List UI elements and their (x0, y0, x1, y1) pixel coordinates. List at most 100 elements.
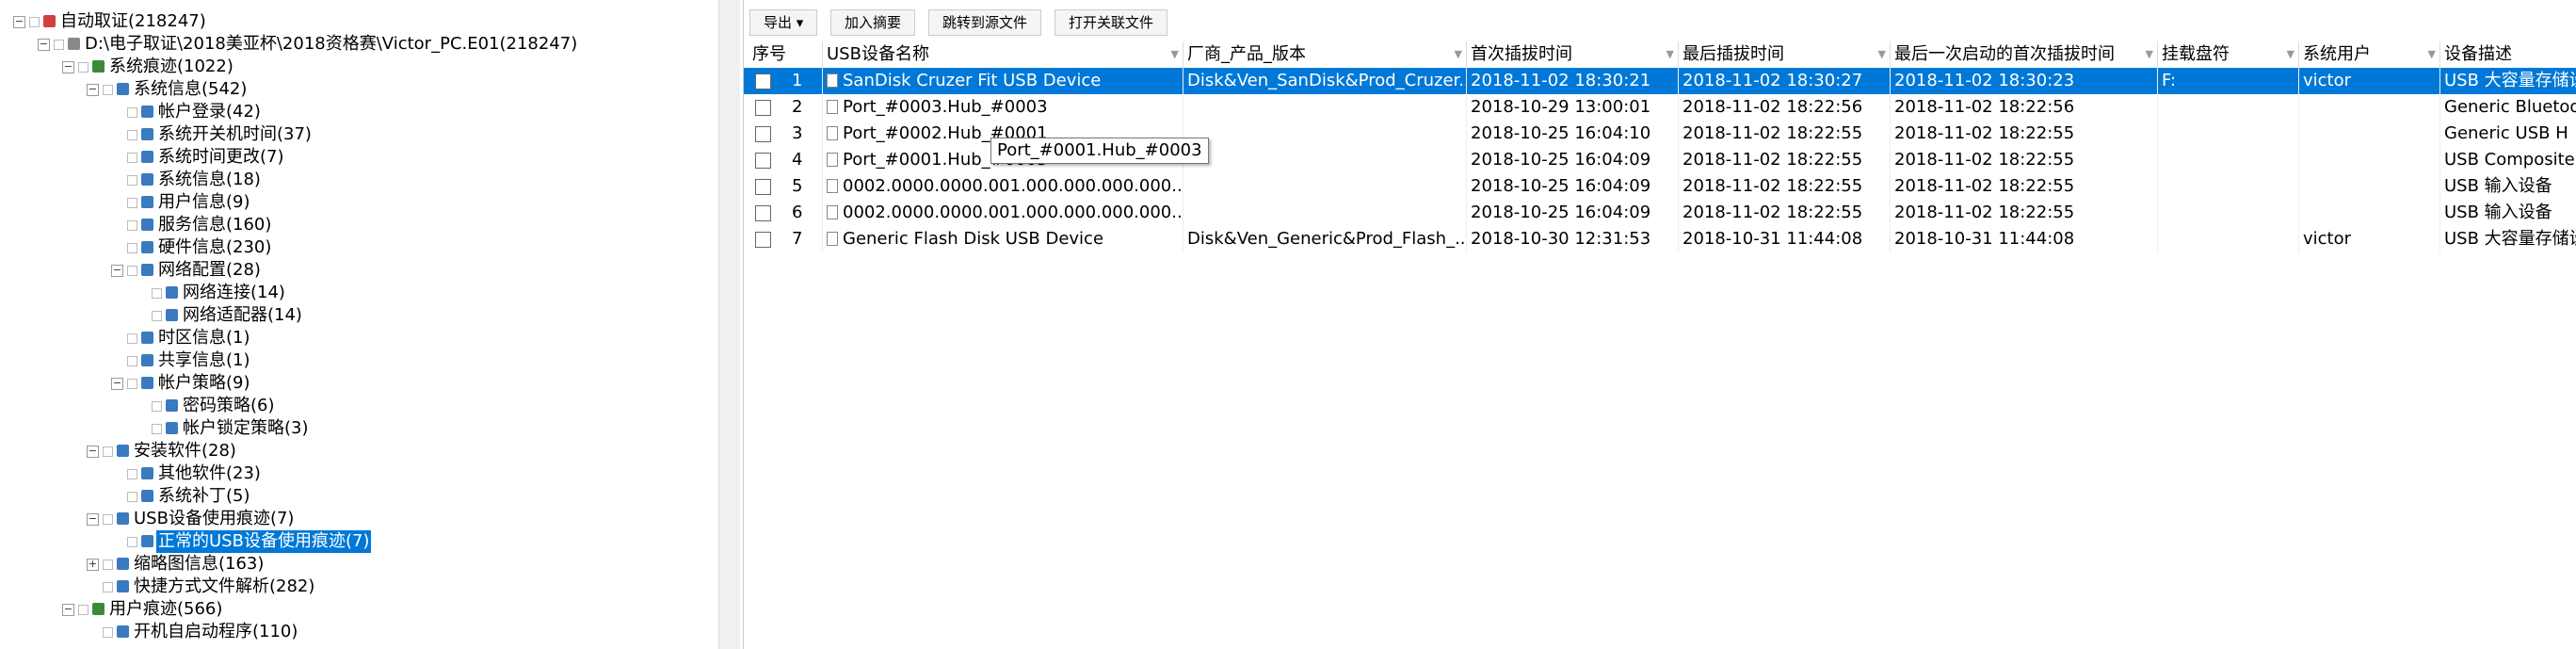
node-label[interactable]: 系统信息(542) (134, 79, 248, 99)
tree-node[interactable]: − D:\电子取证\2018美亚杯\2018资格赛\Victor_PC.E01(2… (0, 33, 718, 56)
tree-node[interactable]: − 网络配置(28) (0, 259, 718, 282)
node-label[interactable]: 服务信息(160) (158, 215, 272, 235)
node-label[interactable]: 共享信息(1) (158, 350, 250, 370)
node-label[interactable]: 硬件信息(230) (158, 237, 272, 257)
checkbox[interactable] (152, 288, 162, 299)
tree-node[interactable]: 时区信息(1) (0, 327, 718, 349)
node-label[interactable]: 正常的USB设备使用痕迹(7) (156, 530, 372, 553)
checkbox[interactable] (78, 62, 89, 73)
node-label[interactable]: 自动取证(218247) (60, 11, 206, 31)
column-header[interactable]: 首次插拔时间 ▼ (1467, 41, 1679, 68)
table-row[interactable]: 4 Port_#0001.Hub_#0003 2018-10-25 16:04:09… (744, 147, 2576, 173)
node-label[interactable]: 开机自启动程序(110) (134, 622, 298, 641)
expander[interactable]: − (87, 445, 99, 458)
row-checkbox[interactable] (755, 100, 771, 116)
tree-node[interactable]: 用户信息(9) (0, 191, 718, 214)
node-label[interactable]: 密码策略(6) (183, 396, 275, 415)
table-row[interactable]: 1 SanDisk Cruzer Fit USB Device Disk&Ven_S… (744, 68, 2576, 94)
tree-node[interactable]: 快捷方式文件解析(282) (0, 576, 718, 598)
tree-node[interactable]: 系统时间更改(7) (0, 146, 718, 169)
tree-node[interactable]: 密码策略(6) (0, 395, 718, 417)
filter-icon[interactable]: ▼ (1666, 48, 1674, 60)
node-label[interactable]: D:\电子取证\2018美亚杯\2018资格赛\Victor_PC.E01(21… (85, 34, 578, 54)
node-label[interactable]: 快捷方式文件解析(282) (134, 576, 315, 596)
column-header[interactable]: 系统用户 ▼ (2299, 41, 2440, 68)
checkbox[interactable] (127, 356, 137, 366)
checkbox[interactable] (127, 153, 137, 163)
tree-node[interactable]: 系统补丁(5) (0, 485, 718, 508)
column-header[interactable]: 最后一次启动的首次插拔时间 ▼ (1891, 41, 2158, 68)
column-header[interactable]: 最后插拔时间 ▼ (1679, 41, 1891, 68)
node-label[interactable]: 帐户锁定策略(3) (183, 418, 309, 438)
checkbox[interactable] (127, 130, 137, 140)
node-label[interactable]: 网络配置(28) (158, 260, 261, 280)
filter-icon[interactable]: ▼ (1877, 48, 1886, 60)
column-header[interactable]: 设备描述▼ (2440, 41, 2576, 68)
checkbox[interactable] (127, 537, 137, 547)
tree-node[interactable]: 正常的USB设备使用痕迹(7) (0, 530, 718, 553)
toolbar-button[interactable]: 加入摘要 (830, 9, 916, 36)
tree-node[interactable]: 帐户锁定策略(3) (0, 417, 718, 440)
tree-node[interactable]: 服务信息(160) (0, 214, 718, 236)
tree-node[interactable]: 其他软件(23) (0, 462, 718, 485)
checkbox[interactable] (54, 40, 64, 50)
checkbox[interactable] (127, 198, 137, 208)
row-checkbox[interactable] (755, 205, 771, 221)
toolbar-button[interactable]: 跳转到源文件 (928, 9, 1042, 36)
expander[interactable]: − (87, 83, 99, 96)
checkbox[interactable] (78, 605, 89, 615)
checkbox[interactable] (152, 424, 162, 434)
tree-node[interactable]: 帐户登录(42) (0, 101, 718, 123)
column-header[interactable]: 挂载盘符 ▼ (2158, 41, 2299, 68)
tree-node[interactable]: − 用户痕迹(566) (0, 598, 718, 621)
row-checkbox[interactable] (755, 179, 771, 195)
table-row[interactable]: 5 0002.0000.0000.001.000.000.000.000.... 2… (744, 173, 2576, 200)
checkbox[interactable] (127, 175, 137, 186)
checkbox[interactable] (127, 492, 137, 502)
tree-node[interactable]: 网络适配器(14) (0, 304, 718, 327)
column-header[interactable]: 序号 (749, 41, 823, 68)
tree-node[interactable]: 开机自启动程序(110) (0, 621, 718, 643)
node-label[interactable]: 用户信息(9) (158, 192, 250, 212)
toolbar-button[interactable]: 打开关联文件 (1055, 9, 1168, 36)
checkbox[interactable] (127, 266, 137, 276)
tree-node[interactable]: 系统开关机时间(37) (0, 123, 718, 146)
tree-node[interactable]: 系统信息(18) (0, 169, 718, 191)
node-label[interactable]: 系统时间更改(7) (158, 147, 284, 167)
table-row[interactable]: 6 0002.0000.0000.001.000.000.000.000.... 2… (744, 200, 2576, 226)
node-label[interactable]: USB设备使用痕迹(7) (134, 509, 295, 528)
expander[interactable]: − (62, 603, 74, 616)
checkbox[interactable] (103, 627, 113, 638)
node-label[interactable]: 系统开关机时间(37) (158, 124, 312, 144)
checkbox[interactable] (29, 17, 40, 27)
checkbox[interactable] (103, 514, 113, 525)
scrollbar[interactable] (718, 0, 740, 649)
expander[interactable]: − (13, 15, 25, 28)
tree-node[interactable]: + 缩略图信息(163) (0, 553, 718, 576)
tree-node[interactable]: − 帐户策略(9) (0, 372, 718, 395)
checkbox[interactable] (127, 469, 137, 479)
expander[interactable]: − (87, 512, 99, 526)
filter-icon[interactable]: ▼ (1454, 48, 1462, 60)
table-row[interactable]: 7 Generic Flash Disk USB Device Disk&Ven_G… (744, 226, 2576, 252)
checkbox[interactable] (127, 333, 137, 344)
table-row[interactable]: 2 Port_#0003.Hub_#0003 2018-10-29 13:00:01… (744, 94, 2576, 121)
node-label[interactable]: 用户痕迹(566) (109, 599, 223, 619)
node-label[interactable]: 网络适配器(14) (183, 305, 302, 325)
column-header[interactable]: USB设备名称 ▼ (823, 41, 1183, 68)
expander[interactable]: + (87, 558, 99, 571)
tree-node[interactable]: − 自动取证(218247) (0, 10, 718, 33)
checkbox[interactable] (127, 220, 137, 231)
row-checkbox[interactable] (755, 153, 771, 169)
node-label[interactable]: 帐户策略(9) (158, 373, 250, 393)
tree-node[interactable]: 硬件信息(230) (0, 236, 718, 259)
node-label[interactable]: 网络连接(14) (183, 283, 285, 302)
node-label[interactable]: 其他软件(23) (158, 463, 261, 483)
expander[interactable]: − (111, 264, 123, 277)
toolbar-button[interactable]: 导出 ▾ (749, 9, 818, 36)
tree-node[interactable]: − 安装软件(28) (0, 440, 718, 462)
filter-icon[interactable]: ▼ (2427, 48, 2436, 60)
filter-icon[interactable]: ▼ (2286, 48, 2294, 60)
tree-node[interactable]: − 系统信息(542) (0, 78, 718, 101)
filter-icon[interactable]: ▼ (1170, 48, 1179, 60)
